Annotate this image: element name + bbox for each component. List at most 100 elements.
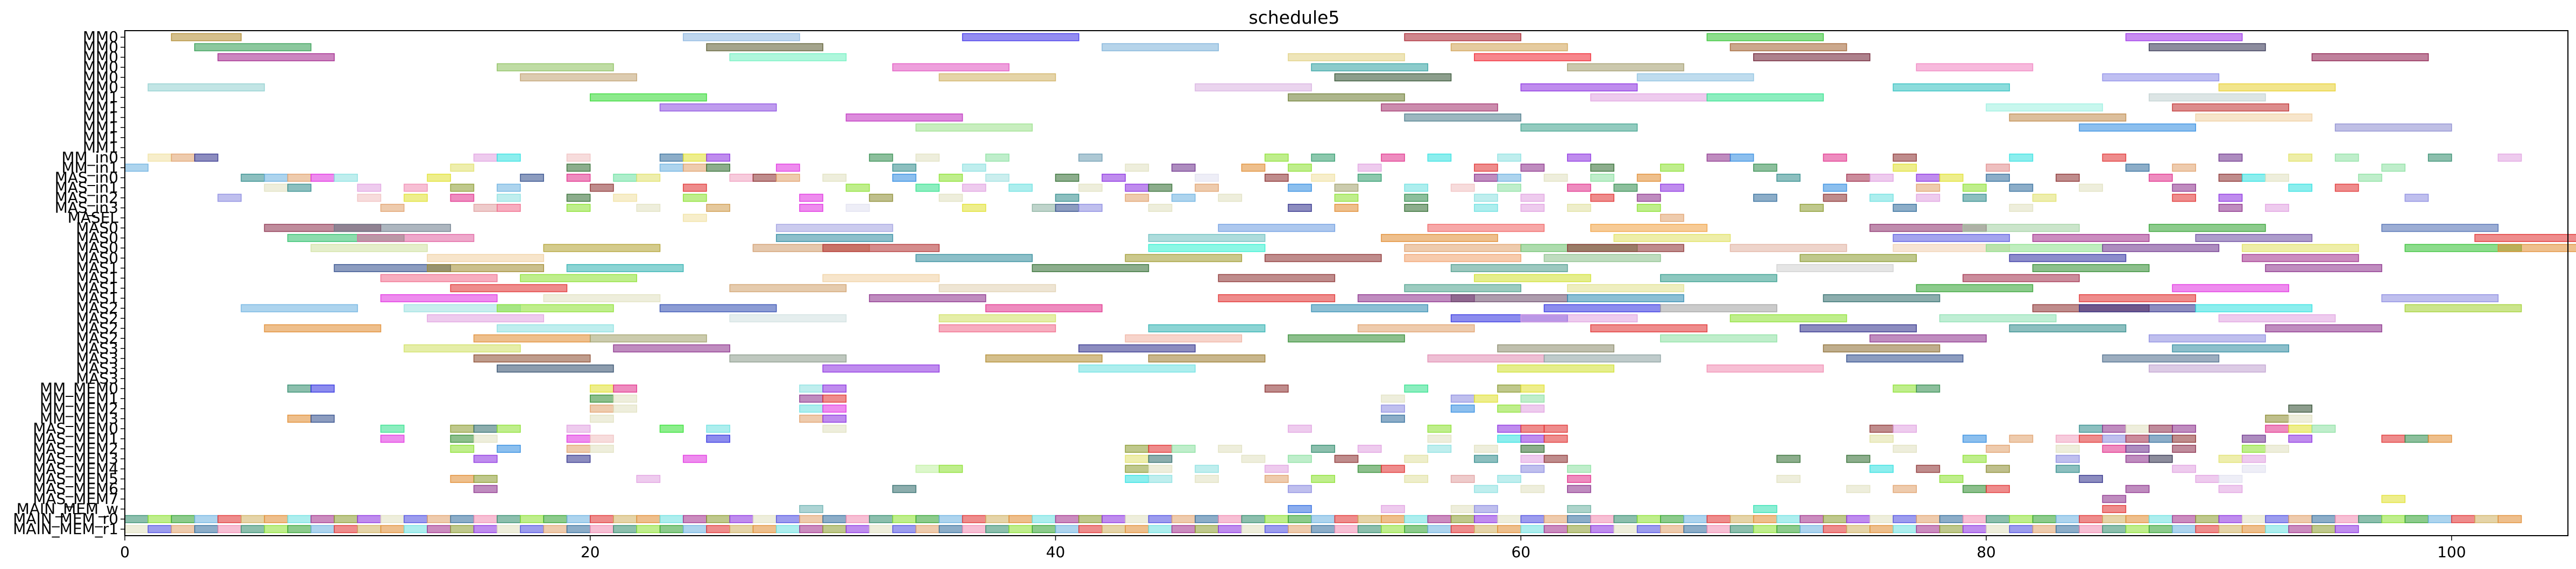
gantt-bar xyxy=(706,435,730,443)
gantt-bar xyxy=(2334,515,2359,523)
gantt-bar xyxy=(497,183,521,192)
gantt-bar xyxy=(845,525,870,534)
gantt-bar xyxy=(1543,424,1568,433)
gantt-bar xyxy=(636,525,661,534)
gantt-bar xyxy=(1078,525,1103,534)
gantt-bar xyxy=(1986,485,2010,493)
gantt-bar xyxy=(287,183,312,192)
gantt-bar xyxy=(2218,475,2243,483)
gantt-bar xyxy=(1055,174,1079,182)
gantt-bar xyxy=(1264,254,1382,262)
gantt-bar xyxy=(590,415,614,423)
gantt-bar xyxy=(1148,204,1173,212)
gantt-bar xyxy=(147,525,172,534)
gantt-bar xyxy=(1450,294,1568,302)
gantt-bar xyxy=(1590,525,1614,534)
gantt-bar xyxy=(217,525,242,534)
gantt-bar xyxy=(1404,454,1429,463)
gantt-bar xyxy=(1497,404,1521,413)
gantt-bar xyxy=(1660,334,1777,343)
y-tick-label: MAIN_MEM_w xyxy=(17,500,118,518)
gantt-bar xyxy=(473,153,498,162)
gantt-bar xyxy=(869,525,893,534)
gantt-bar xyxy=(1497,174,1521,182)
gantt-bar xyxy=(1148,324,1266,332)
gantt-bar xyxy=(334,174,358,182)
gantt-bar xyxy=(2009,113,2127,122)
y-tick-label: MAS0 xyxy=(76,229,118,246)
y-tick-label: MM1 xyxy=(83,129,118,146)
gantt-bar xyxy=(334,525,358,534)
gantt-bar xyxy=(1939,174,1964,182)
gantt-bar xyxy=(1543,515,1568,523)
gantt-bar xyxy=(380,435,405,443)
gantt-bar xyxy=(1613,183,1638,192)
gantt-bar xyxy=(1706,525,1731,534)
gantt-bar xyxy=(869,515,893,523)
gantt-bar xyxy=(1404,194,1429,202)
gantt-bar xyxy=(590,334,707,343)
x-tick-label: 60 xyxy=(1511,543,1530,561)
gantt-bar xyxy=(1520,404,1545,413)
gantt-bar xyxy=(1916,525,1940,534)
gantt-bar xyxy=(2125,33,2243,41)
gantt-bar xyxy=(1543,435,1568,443)
gantt-bar xyxy=(287,525,312,534)
gantt-bar xyxy=(357,525,382,534)
gantt-bar xyxy=(1590,224,1707,232)
y-tick-label: MAS2 xyxy=(76,329,118,347)
gantt-bar xyxy=(1032,515,1056,523)
gantt-bar xyxy=(2056,435,2080,443)
gantt-bar xyxy=(1683,525,1707,534)
gantt-bar xyxy=(1264,174,1289,182)
gantt-bar xyxy=(1218,224,1336,232)
gantt-bar xyxy=(2195,304,2313,312)
gantt-bar xyxy=(1567,294,1684,302)
gantt-bar xyxy=(682,153,707,162)
gantt-bar xyxy=(1497,344,1614,353)
gantt-bar xyxy=(590,515,614,523)
gantt-bar xyxy=(1543,354,1661,362)
gantt-bar xyxy=(659,103,777,112)
gantt-bar xyxy=(380,424,405,433)
gantt-bar xyxy=(1195,465,1219,473)
gantt-bar xyxy=(1893,445,1917,453)
gantt-bar xyxy=(1916,284,2034,293)
gantt-bar xyxy=(427,254,545,262)
gantt-bar xyxy=(450,435,475,443)
gantt-bar xyxy=(1195,475,1219,483)
y-tick-label: MAS3 xyxy=(76,369,118,387)
gantt-bar xyxy=(2148,515,2173,523)
gantt-bar xyxy=(566,424,591,433)
gantt-bar xyxy=(2148,364,2266,373)
gantt-bar xyxy=(985,153,1010,162)
gantt-bar xyxy=(1288,183,1312,192)
gantt-bar xyxy=(2381,224,2499,232)
gantt-bar xyxy=(1567,485,1591,493)
gantt-bar xyxy=(1032,525,1056,534)
gantt-bar xyxy=(497,525,521,534)
gantt-bar xyxy=(1078,344,1196,353)
gantt-bar xyxy=(1171,445,1196,453)
gantt-bar xyxy=(357,194,382,202)
gantt-bar xyxy=(2265,174,2289,182)
gantt-bar xyxy=(1520,465,1545,473)
gantt-bar xyxy=(1753,194,1777,202)
gantt-bar xyxy=(1474,163,1498,172)
gantt-bar xyxy=(2032,234,2150,242)
gantt-bar xyxy=(985,304,1103,312)
gantt-bar xyxy=(1986,163,2010,172)
gantt-bar xyxy=(2334,153,2359,162)
gantt-bar xyxy=(1916,194,1940,202)
gantt-bar xyxy=(1590,93,1707,102)
gantt-bar xyxy=(1520,385,1545,393)
gantt-bar xyxy=(1195,83,1312,91)
gantt-bar xyxy=(682,194,707,202)
gantt-bar xyxy=(1427,224,1545,232)
gantt-bar xyxy=(1288,454,1312,463)
gantt-bar xyxy=(659,153,684,162)
gantt-bar xyxy=(1125,465,1149,473)
gantt-bar xyxy=(2009,254,2127,262)
gantt-bar xyxy=(1288,515,1312,523)
